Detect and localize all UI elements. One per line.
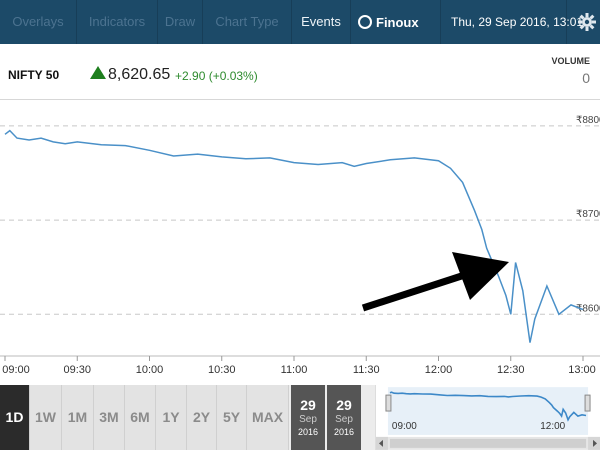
navigator-start-label: 09:00 xyxy=(392,421,417,432)
start-date-box[interactable]: 29 Sep 2016 xyxy=(291,385,325,450)
x-tick-label: 12:00 xyxy=(425,364,453,376)
toolbar-divider xyxy=(440,0,441,44)
gear-icon[interactable] xyxy=(577,12,597,32)
logo-icon xyxy=(358,15,372,29)
x-tick-label: 12:30 xyxy=(497,364,525,376)
price-line xyxy=(4,129,584,343)
toolbar-divider xyxy=(566,0,567,44)
end-date-box[interactable]: 29 Sep 2016 xyxy=(327,385,361,450)
up-arrow-icon xyxy=(90,66,106,79)
logo-text: Finoux xyxy=(376,14,419,30)
range-6m[interactable]: 6M xyxy=(125,385,156,450)
scroll-right-icon xyxy=(593,439,598,447)
menu-indicators[interactable]: Indicators xyxy=(88,14,146,29)
toolbar-divider xyxy=(76,0,77,44)
scroll-thumb[interactable] xyxy=(389,438,587,448)
x-tick-label: 11:00 xyxy=(281,364,308,376)
datetime-label: Thu, 29 Sep 2016, 13:01 xyxy=(451,15,584,29)
range-1y[interactable]: 1Y xyxy=(156,385,187,450)
volume-label: VOLUME xyxy=(551,56,590,66)
x-tick-label: 10:30 xyxy=(208,364,236,376)
chart-grid xyxy=(0,125,600,357)
x-tick-label: 09:30 xyxy=(63,364,91,376)
range-5y[interactable]: 5Y xyxy=(217,385,247,450)
start-year: 2016 xyxy=(297,427,319,437)
finoux-logo: Finoux xyxy=(358,12,419,32)
range-3m[interactable]: 3M xyxy=(94,385,125,450)
navigator-left-handle[interactable] xyxy=(385,394,392,412)
toolbar-divider xyxy=(157,0,158,44)
toolbar-divider xyxy=(291,0,292,44)
navigator-window[interactable] xyxy=(387,387,589,435)
end-month: Sep xyxy=(335,414,353,425)
navigator-end-label: 12:00 xyxy=(540,421,565,432)
top-toolbar: Overlays Indicators Draw Chart Type Even… xyxy=(0,0,600,44)
menu-chart-type[interactable]: Chart Type xyxy=(215,14,279,29)
y-tick-label: ₹8800 xyxy=(576,115,600,126)
range-2y[interactable]: 2Y xyxy=(187,385,217,450)
range-1m[interactable]: 1M xyxy=(62,385,94,450)
toolbar-divider xyxy=(202,0,203,44)
menu-draw[interactable]: Draw xyxy=(164,14,196,29)
x-tick-label: 13:00 xyxy=(568,364,596,376)
scroll-left-icon xyxy=(378,439,383,447)
navigator-right-handle[interactable] xyxy=(584,394,591,412)
last-price: 8,620.65 xyxy=(108,66,171,83)
menu-events[interactable]: Events xyxy=(301,14,341,29)
x-tick-label: 11:30 xyxy=(353,364,380,376)
range-1d[interactable]: 1D xyxy=(0,385,30,450)
x-tick-label: 10:00 xyxy=(136,364,164,376)
y-tick-label: ₹8700 xyxy=(576,209,600,220)
toolbar-divider xyxy=(350,0,351,44)
range-1w[interactable]: 1W xyxy=(30,385,62,450)
end-day: 29 xyxy=(336,397,352,413)
symbol-name: NIFTY 50 xyxy=(8,68,60,82)
annotation-arrow xyxy=(361,252,509,312)
menu-overlays[interactable]: Overlays xyxy=(12,14,64,29)
end-year: 2016 xyxy=(333,427,355,437)
quote-header: NIFTY 50 8,620.65 +2.90 (+0.03%) VOLUME … xyxy=(0,44,600,100)
navigator-line xyxy=(389,391,587,422)
navigator-chart[interactable]: 09:00 12:00 xyxy=(375,385,600,450)
range-max[interactable]: MAX xyxy=(247,385,289,450)
x-tick-label: 09:00 xyxy=(2,364,30,376)
start-day: 29 xyxy=(300,397,316,413)
volume-value: 0 xyxy=(582,70,590,86)
start-month: Sep xyxy=(299,414,317,425)
x-axis: 09:00 09:30 10:00 10:30 11:00 11:30 12:00 12:30… xyxy=(2,356,596,376)
price-change: +2.90 (+0.03%) xyxy=(175,69,258,83)
